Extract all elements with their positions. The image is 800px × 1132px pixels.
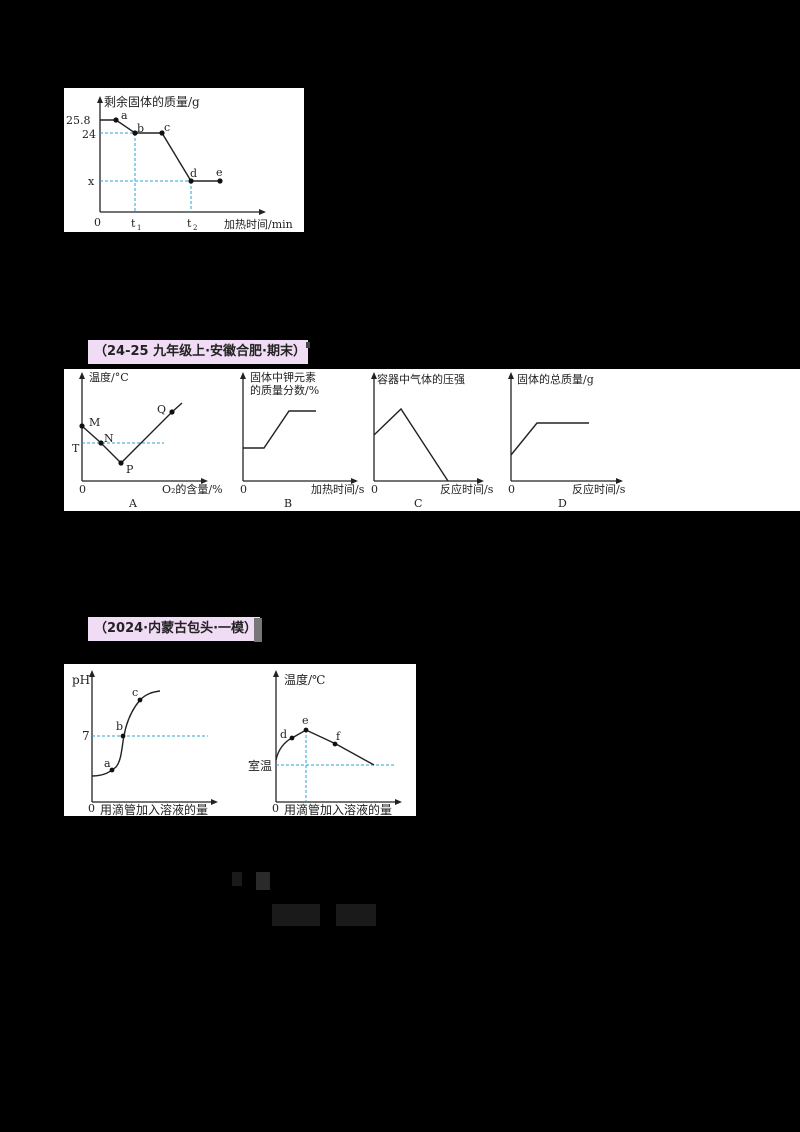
chart-c: 容器中气体的压强 0 反应时间/s C	[371, 372, 494, 510]
svg-text:c: c	[132, 686, 138, 699]
svg-text:b: b	[116, 720, 123, 733]
x-tick-t2: t	[187, 217, 192, 230]
chart-temperature: 温度/℃ 室温 d e f 0 用滴管加入溶液的量	[248, 670, 402, 817]
svg-text:0: 0	[272, 802, 279, 815]
y-tick-25.8: 25.8	[66, 114, 91, 127]
svg-text:Q: Q	[157, 403, 166, 416]
chart-solid-mass-vs-time: 剩余固体的质量/g 25.8 24 x 0 t 1 t 2 加热时间/min a…	[64, 88, 304, 232]
point-b: b	[137, 122, 144, 135]
svg-text:1: 1	[137, 224, 141, 232]
x-axis-label: 用滴管加入溶液的量	[284, 802, 392, 816]
y-axis-label: 固体中钾元素	[250, 370, 316, 384]
x-axis-label: 加热时间/s	[311, 483, 365, 496]
chart-b: 固体中钾元素 的质量分数/% 0 加热时间/s B	[240, 370, 365, 510]
svg-text:0: 0	[79, 483, 86, 496]
y-axis-label: 温度/℃	[284, 672, 325, 687]
chart-d: 固体的总质量/g 0 反应时间/s D	[508, 372, 626, 510]
artifact	[306, 342, 310, 348]
artifact	[256, 872, 270, 890]
chart-group-abcd: 温度/°C M N P Q T 0 O₂的含量/% A 固体中钾元素 的质量分数…	[64, 369, 800, 511]
point-c: c	[164, 121, 170, 134]
svg-text:室温: 室温	[248, 758, 272, 773]
caption-c: C	[414, 497, 422, 510]
artifact	[272, 904, 320, 926]
caption-d: D	[558, 497, 567, 510]
svg-text:d: d	[280, 728, 287, 741]
x-axis-label: 反应时间/s	[572, 482, 626, 496]
chart-svg: 温度/°C M N P Q T 0 O₂的含量/% A 固体中钾元素 的质量分数…	[72, 370, 626, 510]
artifact	[336, 904, 376, 926]
chart-a: 温度/°C M N P Q T 0 O₂的含量/% A	[72, 370, 223, 510]
x-axis-label: 用滴管加入溶液的量	[100, 802, 208, 816]
y-axis-label: 固体的总质量/g	[517, 372, 594, 386]
x-origin: 0	[94, 216, 101, 229]
svg-text:e: e	[302, 714, 309, 727]
x-axis-label: 加热时间/min	[224, 218, 293, 231]
svg-text:2: 2	[193, 224, 197, 232]
source-tag-2: （2024·内蒙古包头·一模）	[88, 617, 260, 641]
caption-a: A	[128, 497, 138, 510]
y-axis-label: 温度/°C	[89, 370, 129, 384]
x-axis-label: 反应时间/s	[440, 482, 494, 496]
svg-text:f: f	[336, 730, 341, 743]
svg-text:T: T	[72, 442, 80, 455]
chart-svg: 剩余固体的质量/g 25.8 24 x 0 t 1 t 2 加热时间/min a…	[66, 94, 293, 232]
y-axis-label: pH	[72, 673, 90, 687]
svg-text:a: a	[104, 757, 111, 770]
svg-text:P: P	[126, 463, 134, 476]
svg-text:0: 0	[240, 483, 247, 496]
artifact	[254, 618, 262, 642]
svg-text:的质量分数/%: 的质量分数/%	[250, 383, 319, 397]
svg-text:7: 7	[82, 729, 90, 743]
artifact	[232, 872, 242, 886]
chart-ph: pH 7 a b c 0 用滴管加入溶液的量	[72, 670, 218, 817]
x-axis-label: O₂的含量/%	[162, 482, 223, 496]
y-tick-24: 24	[82, 128, 96, 141]
x-tick-t1: t	[131, 217, 136, 230]
chart-svg: pH 7 a b c 0 用滴管加入溶液的量 温度/℃ 室温 d e f 0 用…	[72, 670, 402, 817]
caption-b: B	[284, 497, 292, 510]
svg-text:0: 0	[508, 483, 515, 496]
y-axis-label: 容器中气体的压强	[377, 372, 465, 386]
svg-text:N: N	[104, 432, 114, 445]
svg-text:0: 0	[371, 483, 378, 496]
svg-text:M: M	[89, 416, 100, 429]
y-tick-x: x	[88, 175, 95, 188]
point-a: a	[121, 109, 128, 122]
y-axis-label: 剩余固体的质量/g	[104, 94, 200, 109]
point-e: e	[216, 166, 223, 179]
svg-text:0: 0	[88, 802, 95, 815]
point-d: d	[190, 167, 197, 180]
source-tag-1: （24-25 九年级上·安徽合肥·期末）	[88, 340, 308, 364]
chart-group-ph-temp: pH 7 a b c 0 用滴管加入溶液的量 温度/℃ 室温 d e f 0 用…	[64, 664, 416, 817]
